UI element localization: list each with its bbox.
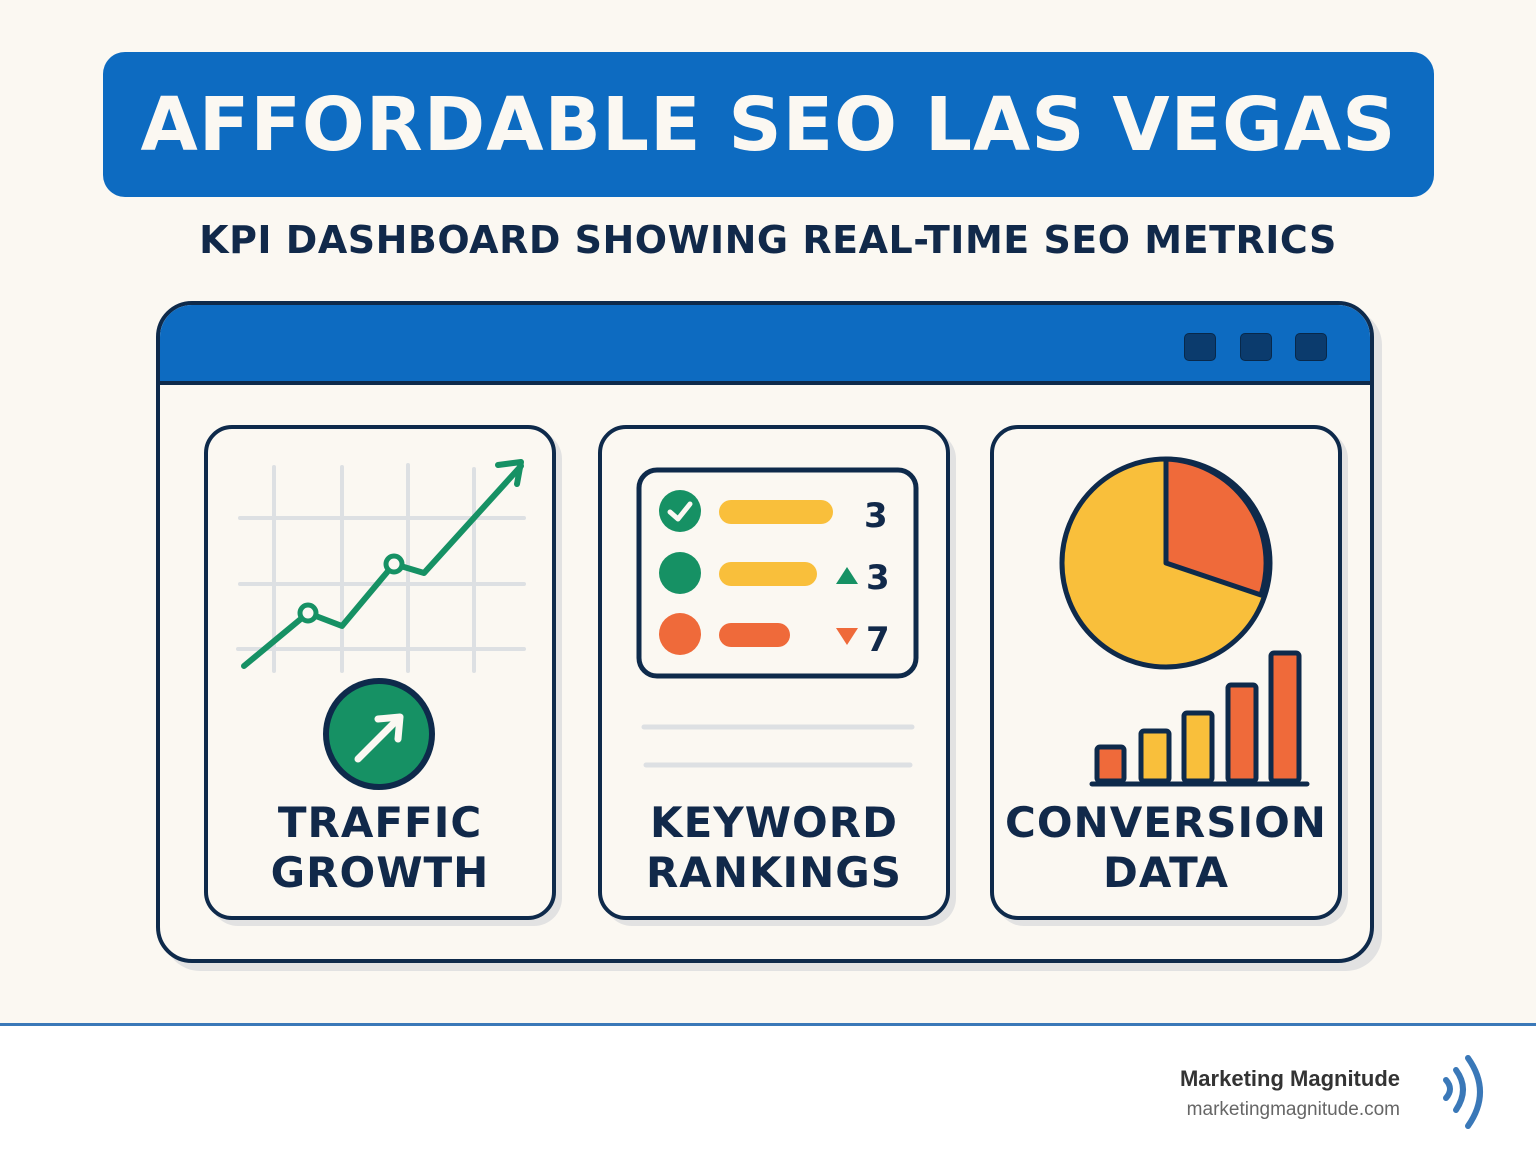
data-point [297, 602, 319, 624]
traffic-growth-label: TRAFFIC GROWTH [208, 798, 552, 898]
footer: Marketing Magnitude marketingmagnitude.c… [0, 1026, 1536, 1154]
arrow-head-icon [495, 459, 524, 487]
brand-url[interactable]: marketingmagnitude.com [1186, 1099, 1400, 1120]
rank-value: 3 [866, 558, 890, 598]
footer-divider [0, 1023, 1536, 1026]
page-subtitle: KPI DASHBOARD SHOWING REAL-TIME SEO METR… [199, 218, 1337, 262]
brand-name: Marketing Magnitude [1179, 1066, 1400, 1091]
label-line-1: KEYWORD [650, 798, 898, 847]
conversion-data-card[interactable]: CONVERSION DATA [990, 425, 1342, 920]
data-point [383, 553, 405, 575]
label-line-1: TRAFFIC [277, 798, 483, 847]
rank-bar [719, 562, 817, 586]
trending-up-arrow-icon [323, 678, 435, 790]
rank-bar [719, 500, 833, 524]
label-line-1: CONVERSION [1005, 798, 1327, 847]
window-control-2[interactable] [1240, 333, 1272, 361]
page-title: AFFORDABLE SEO LAS VEGAS [140, 81, 1397, 168]
title-banner: AFFORDABLE SEO LAS VEGAS [103, 52, 1434, 197]
keyword-rank-list: 3 3 7 [636, 467, 919, 768]
chart-grid [236, 463, 526, 673]
label-line-2: DATA [1102, 848, 1229, 897]
traffic-growth-card[interactable]: TRAFFIC GROWTH [204, 425, 556, 920]
check-circle-icon [659, 490, 701, 532]
ranking-row-2: 3 [659, 552, 890, 598]
dashboard-window: TRAFFIC GROWTH 3 3 [156, 301, 1374, 963]
bar-chart [1089, 650, 1310, 787]
keyword-rankings-card[interactable]: 3 3 7 KEYWORD RANKINGS [598, 425, 950, 920]
triangle-down-icon [836, 628, 858, 645]
rank-value: 7 [866, 620, 890, 660]
keyword-rankings-label: KEYWORD RANKINGS [602, 798, 946, 898]
conversion-data-label: CONVERSION DATA [994, 798, 1338, 898]
signal-waves-icon [1443, 1055, 1483, 1129]
status-dot-icon [659, 613, 701, 655]
rank-value: 3 [864, 496, 888, 536]
label-line-2: GROWTH [270, 848, 490, 897]
traffic-line-chart [236, 459, 526, 790]
window-control-3[interactable] [1295, 333, 1327, 361]
pie-chart [1059, 456, 1273, 670]
window-control-1[interactable] [1184, 333, 1216, 361]
window-title-bar [160, 305, 1370, 385]
triangle-up-icon [836, 567, 858, 584]
ranking-row-1: 3 [659, 490, 888, 536]
traffic-trend-line [241, 463, 524, 669]
rank-bar [719, 623, 790, 647]
label-line-2: RANKINGS [645, 848, 903, 897]
conversion-charts [1059, 456, 1310, 787]
ranking-row-3: 7 [659, 613, 890, 660]
status-dot-icon [659, 552, 701, 594]
